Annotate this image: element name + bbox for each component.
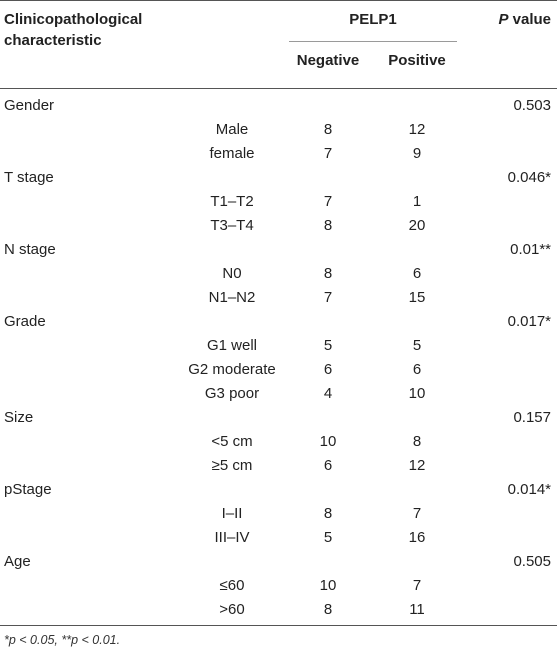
negative-count: 8: [323, 265, 333, 282]
positive-count: 11: [409, 601, 425, 618]
subgroup-label: I–II: [221, 505, 243, 522]
table-bottom-rule: [0, 625, 557, 626]
positive-count: 7: [412, 577, 422, 594]
positive-count: 20: [408, 217, 426, 234]
positive-count: 12: [408, 121, 426, 138]
subgroup-label: female: [209, 145, 255, 162]
subgroup-label: T3–T4: [210, 217, 254, 234]
subgroup-label: G3 poor: [204, 385, 260, 402]
category-label: T stage: [4, 169, 54, 186]
header-bottom-rule: [0, 88, 557, 89]
positive-count: 7: [412, 505, 422, 522]
p-value: 0.157: [513, 409, 551, 426]
negative-count: 8: [323, 505, 333, 522]
subgroup-label: ≤60: [219, 577, 245, 594]
header-characteristic-line1: Clinicopathological: [4, 11, 143, 28]
subgroup-label: G1 well: [206, 337, 258, 354]
subgroup-label: >60: [219, 601, 245, 618]
category-label: Age: [4, 553, 31, 570]
p-value: 0.505: [513, 553, 551, 570]
p-value: 0.014*: [507, 481, 551, 498]
negative-count: 5: [323, 529, 333, 546]
header-positive: Positive: [388, 52, 446, 69]
positive-count: 6: [412, 361, 422, 378]
p-value: 0.017*: [507, 313, 551, 330]
table-footnote: *p < 0.05, **p < 0.01.: [4, 633, 121, 647]
negative-count: 4: [323, 385, 333, 402]
negative-count: 7: [323, 289, 333, 306]
subgroup-label: G2 moderate: [188, 361, 276, 378]
positive-count: 5: [412, 337, 422, 354]
positive-count: 10: [408, 385, 426, 402]
category-label: pStage: [4, 481, 52, 498]
negative-count: 5: [323, 337, 333, 354]
positive-count: 15: [408, 289, 426, 306]
p-value: 0.503: [513, 97, 551, 114]
positive-count: 16: [408, 529, 426, 546]
category-label: Grade: [4, 313, 46, 330]
category-label: Gender: [4, 97, 55, 114]
negative-count: 7: [323, 193, 333, 210]
positive-count: 8: [412, 433, 422, 450]
category-label: Size: [4, 409, 34, 426]
positive-count: 12: [408, 457, 426, 474]
pelp1-span-rule: [289, 41, 457, 42]
category-label: N stage: [4, 241, 56, 258]
subgroup-label: <5 cm: [211, 433, 253, 450]
subgroup-label: N0: [222, 265, 242, 282]
negative-count: 8: [323, 601, 333, 618]
negative-count: 6: [323, 361, 333, 378]
subgroup-label: III–IV: [214, 529, 250, 546]
subgroup-label: Male: [215, 121, 249, 138]
table-top-rule: [0, 0, 557, 1]
negative-count: 6: [323, 457, 333, 474]
negative-count: 10: [319, 433, 337, 450]
header-p-rest: value: [508, 11, 551, 28]
header-characteristic-line2: characteristic: [4, 32, 102, 49]
header-p-value: P value: [498, 11, 551, 29]
p-value: 0.01**: [510, 241, 551, 258]
header-negative: Negative: [296, 52, 360, 69]
negative-count: 10: [319, 577, 337, 594]
positive-count: 6: [412, 265, 422, 282]
p-value: 0.046*: [507, 169, 551, 186]
header-pelp1: PELP1: [349, 11, 397, 28]
subgroup-label: T1–T2: [210, 193, 254, 210]
subgroup-label: ≥5 cm: [211, 457, 253, 474]
positive-count: 1: [412, 193, 422, 210]
negative-count: 7: [323, 145, 333, 162]
negative-count: 8: [323, 121, 333, 138]
header-p-italic: P: [498, 11, 509, 28]
negative-count: 8: [323, 217, 333, 234]
positive-count: 9: [412, 145, 422, 162]
subgroup-label: N1–N2: [208, 289, 256, 306]
